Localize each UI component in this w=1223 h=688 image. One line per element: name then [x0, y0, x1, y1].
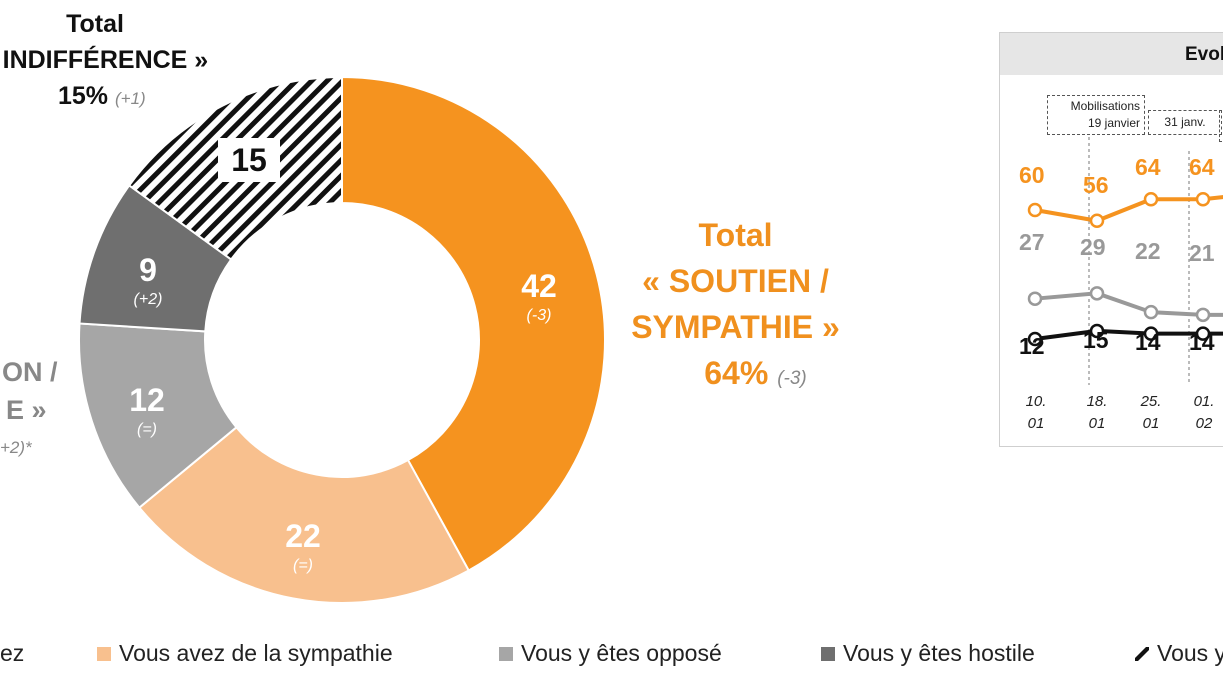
total-soutien-line3: SYMPATHIE » — [631, 309, 840, 345]
slice-labels: 42 (-3) 22 (=) 12 (=) 9 (+2) 15 — [107, 138, 579, 575]
total-indifference-label: Total « INDIFFÉRENCE » 15% (+1) — [0, 6, 210, 117]
x-label-2-month: 01 — [1088, 415, 1106, 432]
series-point-soutien-3 — [1143, 192, 1159, 207]
slice-label-indifference: 15 — [218, 138, 280, 182]
total-soutien-line1: Total — [698, 217, 773, 253]
value-opposition-2: 29 — [1080, 234, 1106, 260]
donut-slice-soutien — [341, 75, 606, 572]
slice-label-oppose: 12 (=) — [107, 382, 187, 439]
value-soutien-4: 64 — [1189, 154, 1215, 180]
slice-delta-oppose: (=) — [137, 421, 157, 438]
series-point-indifference-2 — [1089, 323, 1105, 339]
annotation-31-janv-label: 31 janv. — [1164, 115, 1206, 129]
legend-item-sympathie: Vous avez de la sympathie — [97, 640, 393, 667]
slice-value-sympathie: 22 — [285, 518, 321, 554]
series-line-opposition — [1034, 291, 1223, 317]
value-soutien-1: 60 — [1019, 162, 1045, 188]
x-label-1-month: 01 — [1027, 415, 1045, 432]
series-point-soutien-1 — [1027, 202, 1043, 218]
annotation-next — [1219, 110, 1223, 142]
x-label-4-day: 01. — [1193, 393, 1215, 410]
value-indifference-4: 14 — [1189, 329, 1215, 355]
value-indifference-3: 14 — [1135, 329, 1161, 355]
x-label-4: 01. 02 — [1184, 391, 1223, 435]
slice-label-hostile: 9 (+2) — [108, 252, 188, 309]
x-label-1-day: 10. — [1025, 393, 1047, 410]
total-opposition-line2: E » — [6, 395, 47, 425]
annotation-31-janv: 31 janv. — [1148, 110, 1222, 135]
slice-label-soutien: 42 (-3) — [499, 268, 579, 325]
legend-item-soutien: ez — [0, 640, 24, 667]
total-soutien-value: 64% — [704, 355, 769, 391]
legend-item-indifference: Vous y — [1135, 640, 1223, 667]
series-point-soutien-2 — [1089, 213, 1105, 228]
total-opposition-line1: ON / — [2, 357, 58, 387]
slice-value-oppose: 12 — [129, 382, 165, 418]
total-soutien-line2: « SOUTIEN / — [642, 263, 829, 299]
donut-slice-sympathie — [137, 425, 471, 604]
x-label-2-day: 18. — [1086, 393, 1108, 410]
series-line-soutien — [1034, 195, 1223, 223]
legend-label-indifference: Vous y — [1157, 640, 1223, 666]
value-opposition-3: 22 — [1135, 238, 1161, 264]
x-label-3-day: 25. — [1140, 393, 1162, 410]
evolution-panel-header: Evol — [1000, 33, 1223, 75]
legend-swatch-indifference — [1135, 646, 1149, 661]
slice-value-soutien: 42 — [521, 268, 557, 304]
legend-label-sympathie: Vous avez de la sympathie — [119, 640, 393, 666]
legend-swatch-oppose — [499, 646, 513, 661]
slice-delta-sympathie: (=) — [293, 557, 313, 574]
total-opposition-delta: +2)* — [0, 438, 32, 457]
legend-item-hostile: Vous y êtes hostile — [821, 640, 1035, 667]
legend-label-soutien: ez — [0, 640, 25, 666]
series-point-indifference-1 — [1027, 331, 1043, 347]
legend-item-oppose: Vous y êtes opposé — [499, 640, 722, 667]
legend-label-hostile: Vous y êtes hostile — [843, 640, 1035, 666]
x-label-3: 25. 01 — [1131, 391, 1171, 435]
total-opposition-label: ON / E » +2)* — [0, 353, 58, 467]
donut-chart — [78, 75, 606, 604]
total-indifference-line2: « INDIFFÉRENCE » — [0, 46, 209, 74]
slice-delta-hostile: (+2) — [133, 291, 163, 308]
slice-value-hostile: 9 — [139, 252, 157, 288]
total-indifference-delta: (+1) — [115, 89, 146, 108]
x-label-4-month: 02 — [1195, 415, 1213, 432]
value-indifference-1: 12 — [1019, 333, 1045, 359]
value-opposition-4: 21 — [1189, 240, 1215, 266]
legend-label-oppose: Vous y êtes opposé — [521, 640, 722, 666]
annotation-mobilisations-line1: Mobilisations — [1070, 99, 1140, 113]
total-indifference-line1: Total — [66, 10, 124, 38]
evolution-title: Evol — [1185, 44, 1223, 65]
annotation-mobilisations: Mobilisations 19 janvier — [1047, 95, 1145, 135]
series-point-opposition-1 — [1027, 291, 1043, 306]
series-point-opposition-2 — [1089, 286, 1105, 301]
x-label-2: 18. 01 — [1077, 391, 1117, 435]
legend-swatch-sympathie — [97, 646, 111, 661]
x-label-1: 10. 01 — [1016, 391, 1056, 435]
series-point-indifference-4 — [1195, 326, 1211, 341]
evolution-line-chart — [1027, 125, 1223, 385]
total-indifference-value: 15% — [58, 82, 109, 110]
value-indifference-2: 15 — [1083, 327, 1109, 353]
total-soutien-label: Total « SOUTIEN / SYMPATHIE » 64% (-3) — [618, 212, 853, 402]
series-point-indifference-3 — [1143, 326, 1159, 341]
value-soutien-2: 56 — [1083, 172, 1109, 198]
legend-swatch-hostile — [821, 646, 835, 661]
series-point-soutien-4 — [1195, 192, 1211, 207]
evolution-panel: Evol Mobilisations 19 janvier 31 janv. 6… — [999, 32, 1223, 447]
total-soutien-delta: (-3) — [777, 368, 807, 389]
series-point-opposition-3 — [1143, 304, 1159, 320]
value-soutien-3: 64 — [1135, 154, 1161, 180]
x-label-3-month: 01 — [1142, 415, 1160, 432]
annotation-mobilisations-line2: 19 janvier — [1087, 116, 1140, 130]
series-point-opposition-4 — [1195, 307, 1211, 323]
value-opposition-1: 27 — [1019, 229, 1045, 255]
slice-label-sympathie: 22 (=) — [263, 518, 343, 575]
slice-delta-soutien: (-3) — [526, 307, 552, 324]
